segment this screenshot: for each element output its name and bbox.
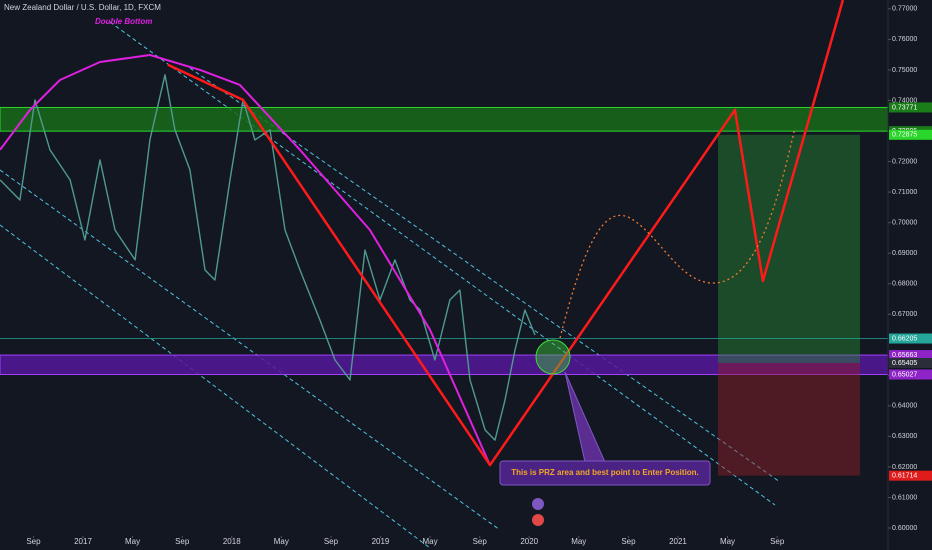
y-tick-label: 0.64000 [892,403,917,410]
projection-path [559,127,796,339]
plot [0,0,889,476]
x-tick-label: 2017 [74,537,92,546]
x-tick-label: Sep [621,537,636,546]
callout-text: This is PRZ area and best point to Enter… [511,468,699,477]
x-tick-label: Sep [770,537,785,546]
zone [0,106,889,132]
y-tick-label: 0.76000 [892,36,917,43]
y-tick-label: 0.61000 [892,494,917,501]
price-label: 0.73771 [892,104,917,111]
x-tick-label: May [274,537,289,546]
y-tick-label: 0.69000 [892,250,917,257]
prz-circle [535,339,571,375]
price-line [0,74,536,441]
price-label: 0.65027 [892,371,917,378]
x-tick-label: May [720,537,735,546]
price-label-bg [889,333,932,344]
x-tick-label: 2019 [372,537,390,546]
x-tick-label: 2021 [669,537,687,546]
price-label: 0.65405 [892,360,917,367]
price-label-bg [889,470,932,481]
y-tick-label: 0.60000 [892,525,917,532]
price-label-bg [889,357,932,368]
callout-box [499,460,711,486]
y-tick-label: 0.70000 [892,219,917,226]
channel-line [0,224,431,549]
y-tick-label: 0.72000 [892,158,917,165]
price-label: 0.61714 [892,473,917,480]
stop-zone [717,362,861,476]
x-tick-label: Sep [26,537,41,546]
x-tick-label: May [571,537,586,546]
y-tick-label: 0.77000 [892,6,917,13]
x-tick-label: Sep [324,537,339,546]
target-zone [717,134,861,363]
price-label-bg [889,369,932,380]
x-tick-label: Sep [175,537,190,546]
y-tick-label: 0.68000 [892,281,917,288]
price-label: 0.65663 [892,352,917,359]
price-label-bg [889,350,932,361]
x-tick-label: 2020 [520,537,538,546]
price-label-bg [889,102,932,113]
event-icon [532,498,544,510]
event-icon [532,514,544,526]
arc-line [0,54,491,466]
price-label: 0.72875 [892,132,917,139]
x-tick-label: Sep [473,537,488,546]
price-label: 0.66205 [892,335,917,342]
y-tick-label: 0.74000 [892,97,917,104]
x-tick-label: May [125,537,140,546]
y-tick-label: 0.71000 [892,189,917,196]
y-tick-label: 0.75000 [892,67,917,74]
channel-line [0,169,501,531]
y-tick-label: 0.63000 [892,433,917,440]
drawing-title: Double Bottom [95,17,152,26]
channel-line [109,21,776,506]
zigzag-line [167,0,845,467]
x-tick-label: May [422,537,437,546]
y-tick-label: 0.67000 [892,311,917,318]
price-label-bg [889,129,932,140]
x-tick-label: 2018 [223,537,241,546]
symbol-title: New Zealand Dollar / U.S. Dollar, 1D, FX… [4,3,161,12]
y-tick-label: 0.62000 [892,464,917,471]
